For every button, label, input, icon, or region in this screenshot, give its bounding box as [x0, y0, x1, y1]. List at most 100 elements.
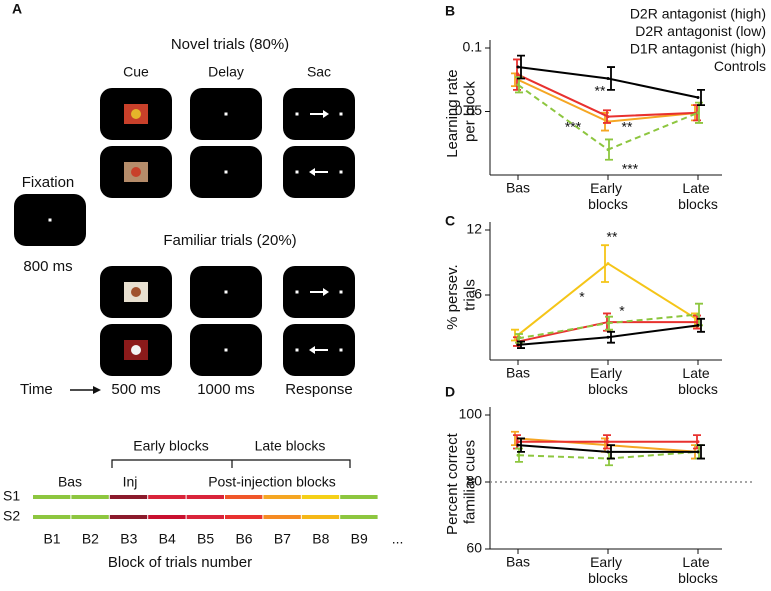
block-segment: [301, 495, 340, 499]
significance-mark: *: [579, 289, 585, 305]
fixation-dot: [339, 112, 343, 116]
session-label: S2: [3, 508, 20, 524]
block-segment: [225, 495, 263, 499]
fixation-dot: [295, 112, 299, 116]
x-tick-label: Late blocks: [678, 180, 718, 212]
fixation-dot: [48, 218, 52, 222]
phase-label: Bas: [58, 474, 82, 490]
duration-label: 800 ms: [23, 258, 72, 275]
block-label: ...: [392, 531, 404, 547]
data-point: [606, 440, 610, 444]
time-arrow-head: [93, 386, 101, 394]
panel-label: C: [445, 213, 455, 229]
x-tick-label: Bas: [506, 180, 530, 196]
error-bar: [517, 340, 525, 349]
y-tick-label: 0.1: [463, 39, 483, 55]
legend-entry: Controls: [714, 58, 766, 74]
fixation-dot: [339, 348, 343, 352]
block-segment: [225, 515, 263, 519]
bracket: [111, 459, 351, 468]
arrow-head: [309, 168, 315, 176]
data-point: [606, 335, 610, 339]
arrow-head: [323, 288, 329, 296]
fixation-label: Fixation: [22, 174, 75, 191]
arrow-head: [309, 346, 315, 354]
section-title: Familiar trials (20%): [163, 232, 296, 249]
block-label: B7: [274, 531, 291, 547]
data-point: [516, 453, 520, 457]
block-segment: [263, 495, 301, 499]
panel-label: D: [445, 384, 455, 400]
data-point: [516, 343, 520, 347]
fixation-dot: [224, 112, 228, 116]
block-label: B6: [235, 531, 252, 547]
error-bar: [517, 54, 525, 80]
block-segment: [33, 495, 71, 499]
block-label: B1: [43, 531, 60, 547]
legend-entry: D2R antagonist (high): [630, 6, 766, 22]
block-label: B9: [351, 531, 368, 547]
arrow-head: [323, 110, 329, 118]
error-bar: [697, 317, 705, 333]
significance-mark: **: [607, 229, 618, 245]
block-group-label: Late blocks: [255, 438, 326, 454]
data-point: [696, 313, 700, 316]
phase-label: Inj: [123, 474, 138, 490]
block-segment: [148, 515, 186, 519]
data-point: [516, 83, 520, 87]
legend-entry: D1R antagonist (high): [630, 41, 766, 57]
time-label: Time: [20, 381, 53, 398]
panel-label: A: [12, 1, 22, 17]
fixation-dot: [224, 348, 228, 352]
data-point: [606, 321, 610, 325]
x-tick-label: Bas: [506, 365, 530, 381]
column-label: Delay: [208, 64, 244, 80]
block-segment: [340, 515, 378, 519]
cue-image-detail: [131, 109, 141, 119]
x-tick-label: Early blocks: [588, 180, 628, 212]
block-segment: [71, 515, 109, 519]
block-label: B4: [159, 531, 176, 547]
error-bar: [517, 437, 525, 453]
fixation-dot: [339, 170, 343, 174]
y-axis-title: Learning rate per block: [444, 65, 478, 158]
y-tick-label: 100: [459, 406, 483, 422]
error-bar: [697, 444, 705, 460]
significance-mark: *: [619, 303, 625, 319]
y-tick-label: 0.05: [455, 102, 482, 118]
cue-image-detail: [131, 287, 141, 297]
column-label: Sac: [307, 64, 331, 80]
column-label: Cue: [123, 64, 149, 80]
x-tick-label: Early blocks: [588, 554, 628, 586]
block-segment: [301, 515, 340, 519]
fixation-dot: [295, 290, 299, 294]
fixation-dot: [224, 170, 228, 174]
x-tick-label: Early blocks: [588, 365, 628, 397]
significance-mark: ***: [622, 161, 639, 177]
session-label: S1: [3, 488, 20, 504]
y-tick-label: 80: [466, 473, 482, 489]
x-tick-label: Late blocks: [678, 365, 718, 397]
phase-label: Post-injection blocks: [208, 474, 336, 490]
data-point: [696, 450, 700, 454]
fixation-dot: [224, 290, 228, 294]
duration-label: 500 ms: [111, 381, 160, 398]
block-segment: [109, 515, 148, 519]
y-tick-label: 12: [466, 221, 482, 237]
block-label: B2: [82, 531, 99, 547]
significance-mark: **: [622, 119, 633, 135]
data-point: [606, 450, 610, 454]
block-segment: [33, 515, 71, 519]
y-axis-title: % persev. trials: [444, 260, 478, 330]
data-point: [696, 323, 700, 327]
block-segment: [109, 495, 148, 499]
duration-label: 1000 ms: [197, 381, 255, 398]
block-label: B8: [312, 531, 329, 547]
block-segment: [340, 495, 378, 499]
block-segment: [71, 495, 109, 499]
error-bar: [607, 444, 615, 460]
cue-image-detail: [131, 167, 141, 177]
x-tick-label: Bas: [506, 554, 530, 570]
data-point: [606, 115, 610, 119]
